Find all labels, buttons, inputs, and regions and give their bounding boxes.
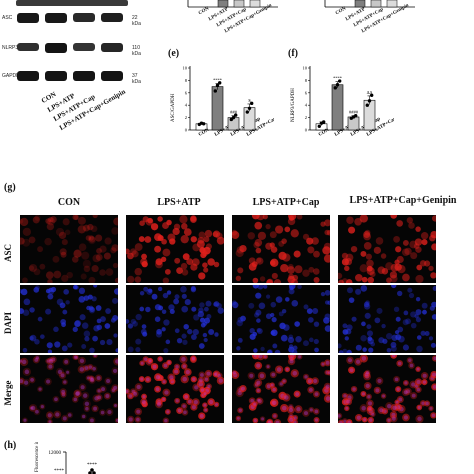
bar [363, 99, 376, 131]
blot-label-nlrp3: NLRP3 [2, 45, 19, 51]
column-header-lps-atp: LPS+ATP [157, 197, 201, 208]
significance-label: #### [349, 110, 359, 115]
y-tick-label: 10 [183, 66, 188, 71]
data-point [333, 86, 337, 90]
micrograph-asc-1 [20, 215, 118, 283]
bar-chart-nlrp3: NLRP3/GAPDH0246810CON****LPS+ATP####LPS+… [291, 66, 394, 138]
y-tick-label: 8 [305, 78, 308, 83]
micrograph-dapi-2 [126, 285, 224, 353]
panel-label-h: (h) [4, 440, 17, 451]
y-tick-label: 0 [185, 128, 188, 133]
data-point [231, 115, 236, 120]
data-point [213, 89, 217, 93]
micrograph-merge-4 [338, 355, 436, 423]
micrograph-asc-2 [126, 215, 224, 283]
y-tick-label: 2 [305, 115, 307, 120]
data-point [365, 103, 369, 107]
h-star-1: **** [54, 469, 65, 474]
micrograph-dapi-1 [20, 285, 118, 353]
row-label-merge: Merge [3, 380, 13, 406]
y-axis-label: ASC/GAPDH [171, 93, 176, 122]
western-blot: ASC 22 kDa NLRP3 110 kDa GAPDH 37 kDa CO… [0, 0, 141, 170]
y-axis-label: NLRP3/GAPDH [291, 88, 296, 122]
blot-band [17, 43, 39, 52]
panel-label-g: (g) [4, 182, 16, 193]
data-point [370, 93, 374, 97]
data-point [218, 81, 222, 85]
blot-band [73, 13, 95, 22]
data-point [245, 110, 249, 114]
blot-band [45, 71, 67, 81]
micrograph-merge-2 [126, 355, 224, 423]
blot-band [17, 71, 39, 81]
blot-band [101, 71, 123, 81]
blot-row-nlrp3 [15, 41, 128, 54]
data-point [250, 101, 254, 106]
significance-label: **** [213, 78, 223, 83]
y-tick-label: 4 [305, 103, 308, 108]
row-label-asc: ASC [3, 244, 13, 263]
significance-label: $ [248, 98, 251, 103]
fluorescence-chart-partial: Fluorescence intensity 12000 **** **** [35, 442, 98, 474]
blot-band [45, 43, 67, 53]
y-tick-label: 4 [185, 103, 188, 108]
micrograph-merge-3 [232, 355, 330, 423]
column-header-lps-atp-cap-genipin: LPS+ATP+Cap+Genipin [349, 195, 457, 206]
micrograph-merge-1 [20, 355, 118, 423]
blot-band [101, 43, 123, 52]
micrograph-dapi-3 [232, 285, 330, 353]
y-tick-label: 2 [185, 115, 187, 120]
top-chart-partial-right: CON LPS+ATP LPS+ATP+Cap LPS+ATP+Cap+Geni… [315, 0, 425, 55]
data-point [202, 122, 206, 126]
blot-band [101, 13, 123, 23]
data-point [247, 106, 252, 110]
column-header-lps-atp-cap: LPS+ATP+Cap [252, 197, 320, 208]
micrograph-asc-3 [232, 215, 330, 283]
blot-top-band-partial [16, 0, 128, 6]
y-tick-label: 0 [305, 128, 308, 133]
y-tick-label: 6 [305, 90, 308, 95]
panel-label-f: (f) [288, 48, 298, 59]
h-star-2: **** [87, 463, 98, 468]
blot-kda-gapdh: 37 kDa [132, 73, 141, 85]
data-point [322, 120, 326, 124]
micrograph-dapi-4 [338, 285, 436, 353]
panel-label-e: (e) [168, 48, 180, 59]
blot-label-gapdh: GAPDH [2, 73, 20, 79]
column-header-con: CON [57, 197, 81, 208]
data-point [234, 113, 238, 117]
blot-band [17, 13, 39, 23]
blot-row-gapdh [15, 69, 128, 82]
y-tick-label: 8 [185, 78, 188, 83]
x-category-label: CON [198, 128, 210, 138]
blot-kda-asc: 22 kDa [132, 15, 141, 27]
x-category-label: CON [318, 128, 330, 138]
bar-chart-asc: ASC/GAPDH0246810CON****LPS+ATP###LPS+ATP… [171, 66, 274, 138]
bar [211, 86, 224, 131]
h-ytick: 12000 [49, 451, 62, 456]
blot-kda-nlrp3: 110 kDa [132, 45, 141, 57]
h-ylabel: Fluorescence intensity [35, 442, 40, 472]
blot-label-asc: ASC [2, 15, 13, 21]
row-label-dapi: DAPI [3, 312, 13, 334]
data-point [367, 99, 372, 103]
blot-band [73, 71, 95, 81]
top-chart-partial-left: CON LPS+ATP LPS+ATP+Cap LPS+ATP+Cap+Geni… [178, 0, 286, 55]
data-point [335, 83, 340, 87]
data-point [354, 114, 358, 118]
significance-label: **** [333, 76, 343, 81]
bar [331, 84, 344, 131]
data-point [338, 79, 342, 83]
blot-band [45, 13, 67, 23]
data-point [317, 124, 321, 128]
micrograph-asc-4 [338, 215, 436, 283]
significance-label: ΔΔ [367, 90, 373, 95]
blot-band [73, 43, 95, 52]
y-tick-label: 6 [185, 90, 188, 95]
data-point [215, 83, 220, 88]
significance-label: ### [230, 110, 238, 115]
blot-row-asc [15, 11, 128, 24]
y-tick-label: 10 [303, 66, 308, 71]
